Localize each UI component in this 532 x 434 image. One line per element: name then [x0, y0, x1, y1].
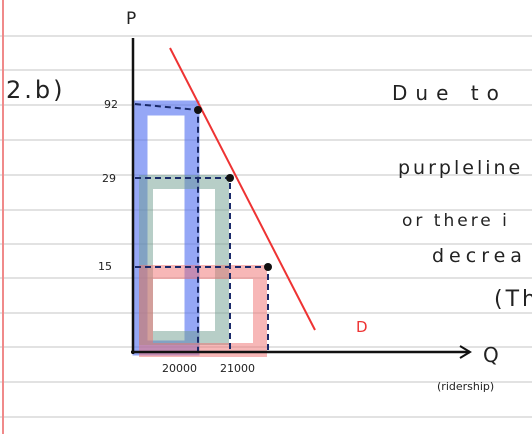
green-area	[139, 175, 229, 345]
point	[194, 106, 202, 114]
x-axis-label: Q	[483, 343, 499, 367]
quantity-label: 20000	[162, 362, 197, 375]
note-line: decrea	[432, 245, 527, 267]
x-axis-note: (ridership)	[437, 380, 494, 393]
price-label: 92	[104, 98, 118, 111]
demand-curve	[169, 47, 316, 331]
note-line: (Th	[494, 287, 532, 312]
point	[226, 174, 234, 182]
x-axis-arrow	[459, 345, 472, 359]
price-label: 15	[98, 260, 112, 273]
quantity-label: 21000	[220, 362, 255, 375]
demand-label: D	[356, 318, 368, 336]
note-line: purpleline	[398, 157, 523, 179]
price-label: 29	[102, 172, 116, 185]
question-number: 2.b)	[6, 76, 66, 104]
y-axis-label: P	[126, 9, 139, 29]
point	[264, 263, 272, 271]
red-area	[139, 265, 267, 357]
dashed-guides	[134, 103, 269, 352]
note-line: or there i	[402, 211, 510, 231]
note-line: Due to	[392, 81, 507, 105]
